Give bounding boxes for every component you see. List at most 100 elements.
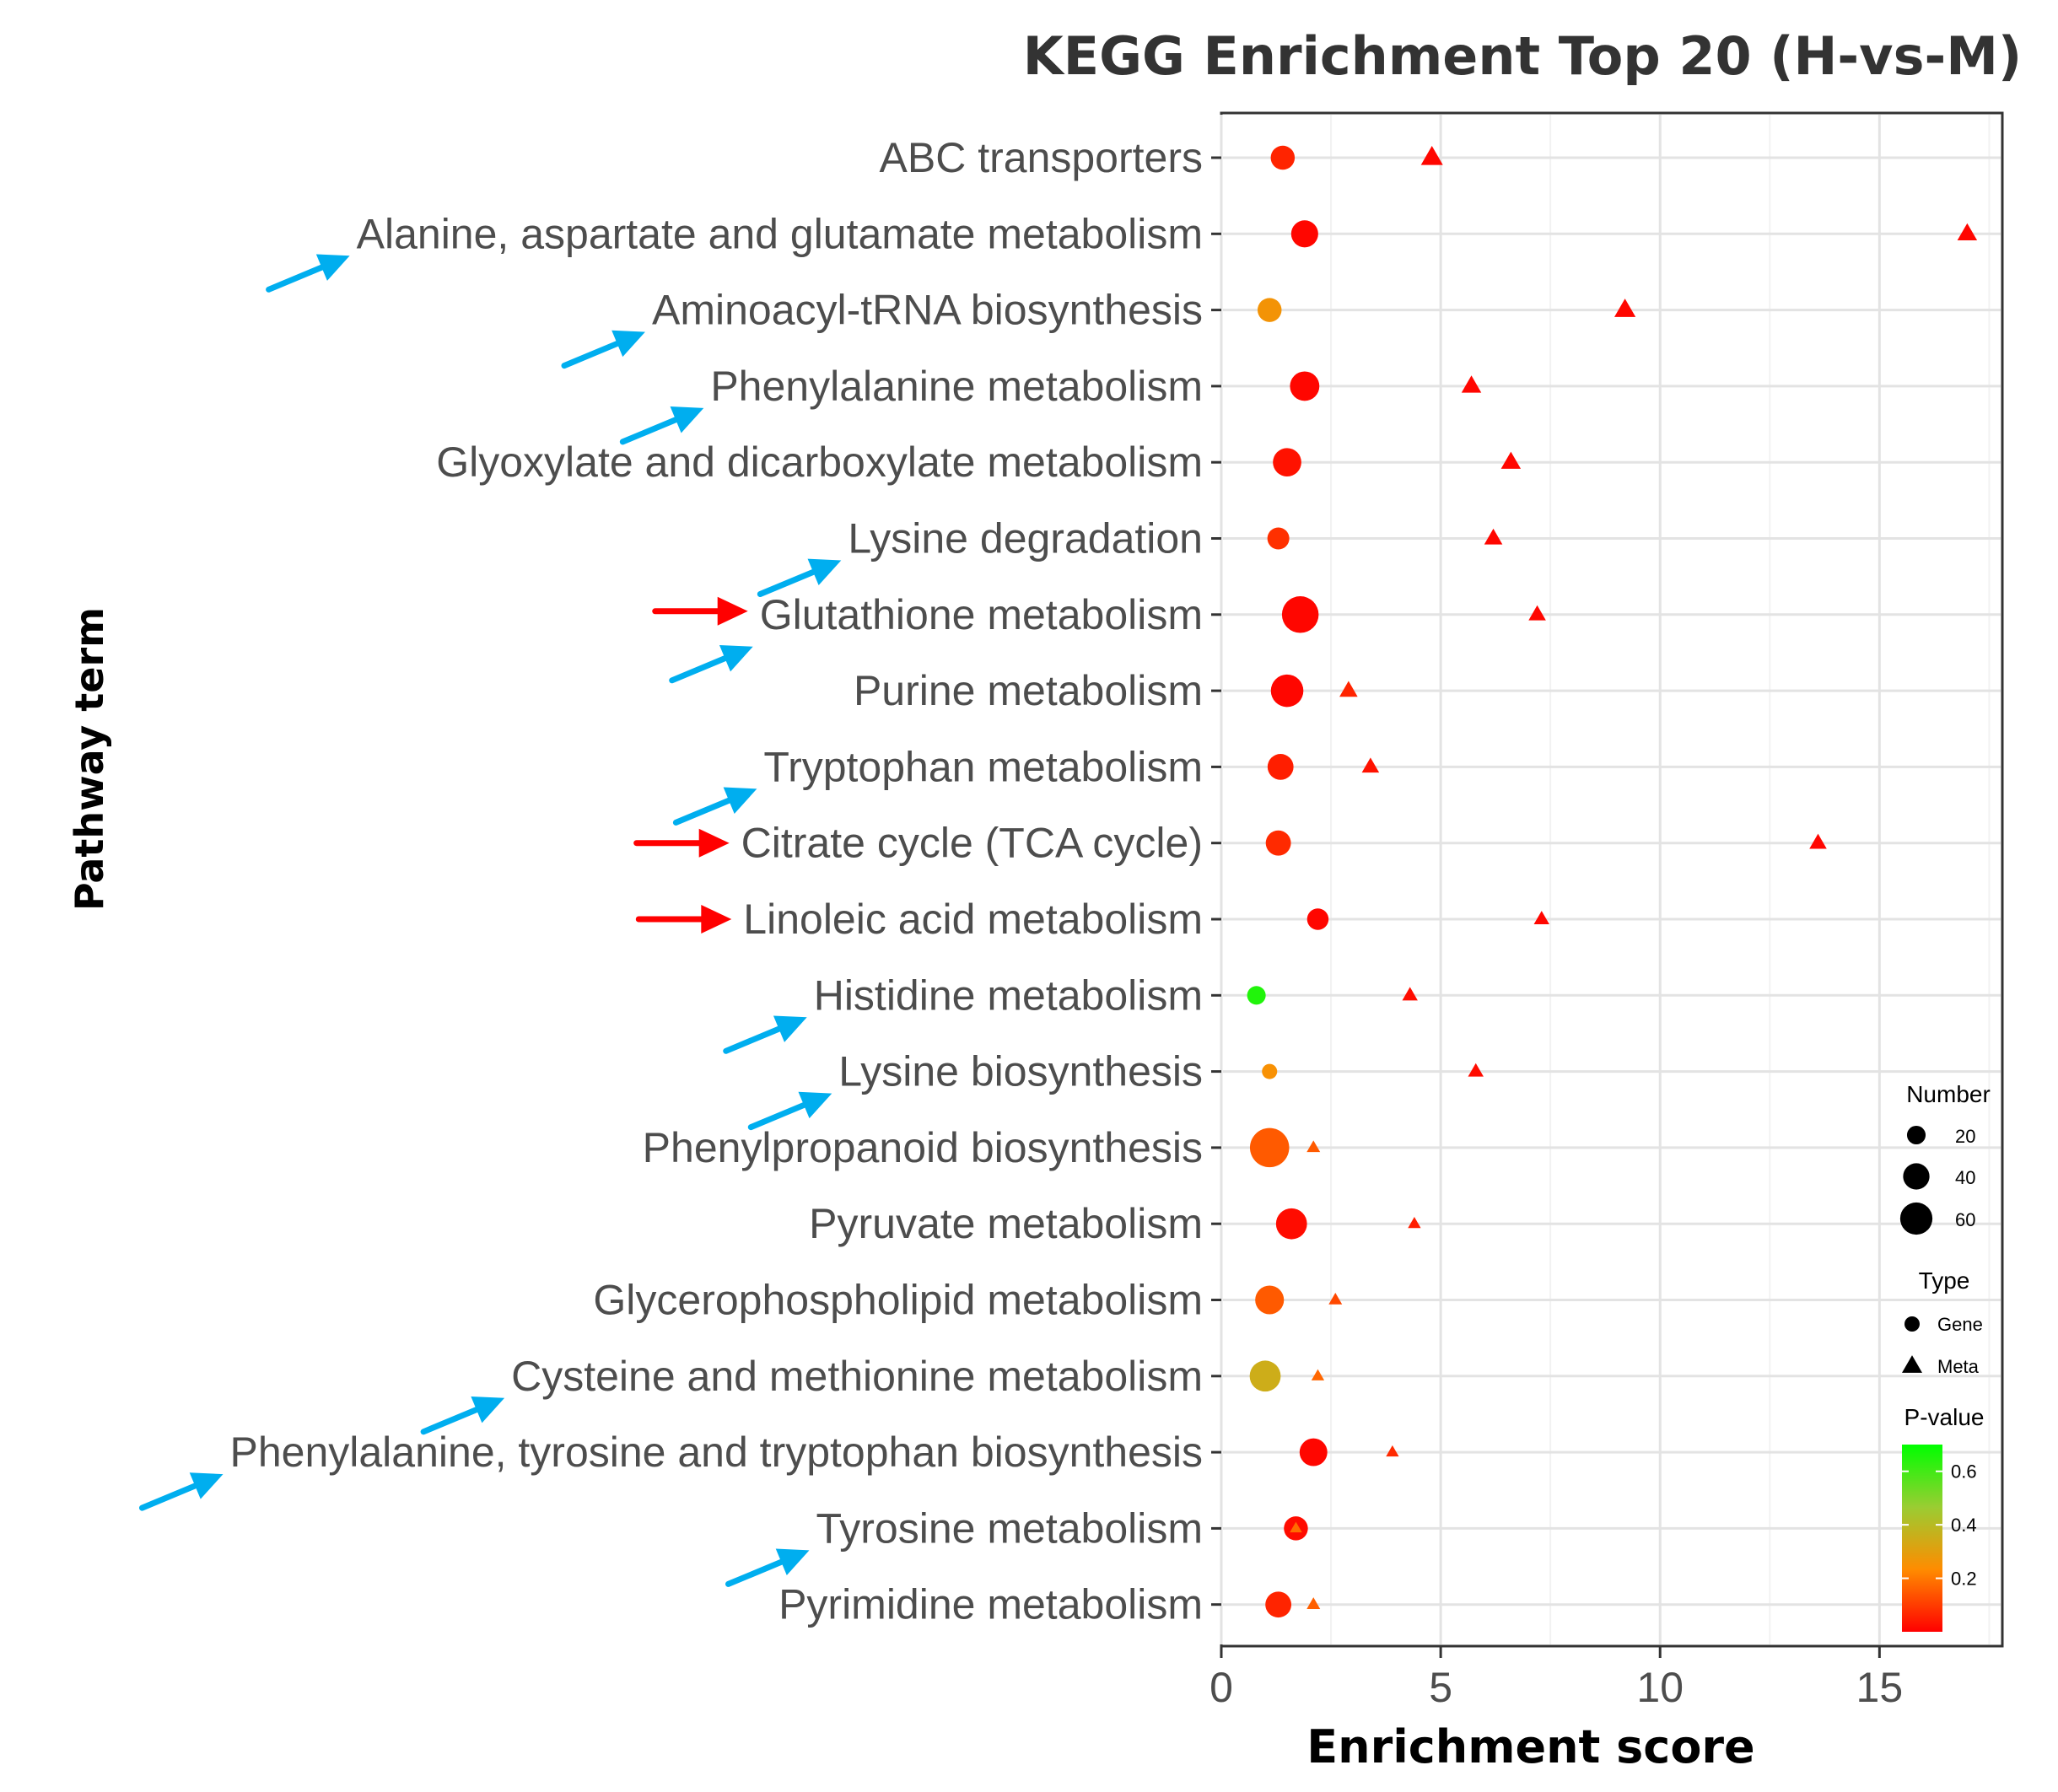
- legend-size-key: [1899, 1202, 1933, 1235]
- blue-arrow-head: [611, 330, 645, 358]
- meta-point: [1306, 1140, 1321, 1153]
- legend-gene-label: Gene: [1937, 1314, 1983, 1335]
- meta-point: [1461, 375, 1482, 393]
- meta-point: [1420, 146, 1443, 165]
- gene-point: [1265, 830, 1291, 856]
- legend: Number 20 40 60 Type Gene Meta P-value 0.6 0.4 0.2: [1899, 1081, 1991, 1632]
- blue-arrow-shaft: [561, 340, 621, 369]
- legend-pvalue-label: 0.6: [1951, 1461, 1977, 1483]
- pathway-label: Phenylalanine, tyrosine and tryptophan b…: [229, 1429, 1203, 1476]
- pathway-label: Phenylpropanoid biosynthesis: [643, 1124, 1203, 1171]
- gene-point: [1249, 1127, 1290, 1168]
- blue-arrow-shaft: [138, 1483, 198, 1511]
- x-axis-title: Enrichment score: [1306, 1720, 1754, 1773]
- blue-arrow: [747, 1091, 832, 1131]
- y-axis: ABC transporters Alanine, aspartate and g…: [229, 134, 1221, 1628]
- pathway-label: Glutathione metabolism: [760, 591, 1203, 638]
- gene-point: [1281, 596, 1319, 633]
- legend-pvalue-label: 0.2: [1951, 1569, 1977, 1590]
- meta-point: [1386, 1445, 1399, 1457]
- pathway-label: Glycerophospholipid metabolism: [593, 1277, 1203, 1324]
- meta-point: [1328, 1292, 1343, 1305]
- legend-size-label: 20: [1955, 1126, 1975, 1147]
- blue-arrow-head: [775, 1548, 810, 1575]
- meta-point: [1468, 1063, 1484, 1077]
- red-arrow: [652, 596, 748, 626]
- gene-point: [1247, 986, 1266, 1005]
- meta-point: [1408, 1217, 1421, 1229]
- pathway-label: Alanine, aspartate and glutamate metabol…: [357, 210, 1203, 257]
- gene-point: [1262, 1063, 1278, 1079]
- gene-point: [1267, 754, 1294, 780]
- plot-panel: [1220, 111, 2004, 1648]
- pathway-label: Citrate cycle (TCA cycle): [741, 820, 1203, 867]
- gene-point: [1290, 220, 1318, 248]
- x-tick-label: 5: [1429, 1664, 1452, 1711]
- legend-gene-key: [1904, 1316, 1920, 1332]
- blue-arrow-shaft: [266, 264, 325, 293]
- pathway-label: Tyrosine metabolism: [816, 1504, 1204, 1552]
- gene-point: [1290, 371, 1320, 401]
- blue-arrow-shaft: [619, 417, 679, 445]
- gene-point: [1249, 1360, 1281, 1392]
- blue-arrow-head: [189, 1472, 224, 1499]
- data-points: [1247, 145, 1978, 1618]
- pathway-label: Lysine degradation: [848, 515, 1203, 562]
- meta-point: [1614, 299, 1636, 317]
- gene-point: [1299, 1438, 1328, 1466]
- legend-meta-key: [1902, 1355, 1922, 1373]
- meta-point: [1306, 1597, 1321, 1609]
- meta-point: [1809, 833, 1827, 849]
- pathway-label: Phenylalanine metabolism: [710, 363, 1203, 410]
- legend-size-key: [1903, 1163, 1930, 1190]
- gene-point: [1306, 908, 1329, 930]
- legend-pvalue-bar: [1902, 1445, 1942, 1632]
- gene-point: [1257, 298, 1282, 322]
- chart-title: KEGG Enrichment Top 20 (H-vs-M): [1023, 25, 2023, 87]
- meta-point: [1402, 987, 1418, 1001]
- legend-size-label: 60: [1955, 1209, 1975, 1230]
- red-arrow: [635, 905, 732, 934]
- x-axis: 0 5 10 15: [1209, 1644, 2002, 1711]
- legend-number-title: Number: [1906, 1081, 1991, 1107]
- pathway-label: Tryptophan metabolism: [763, 743, 1203, 790]
- red-arrow-head: [717, 596, 748, 626]
- blue-arrow-shaft: [757, 568, 816, 597]
- blue-arrow-head: [798, 1091, 832, 1119]
- legend-size-label: 40: [1955, 1167, 1975, 1188]
- legend-pvalue-title: P-value: [1904, 1404, 1985, 1430]
- blue-arrow-shaft: [672, 797, 732, 826]
- meta-point: [1361, 757, 1380, 773]
- meta-point: [1339, 681, 1358, 697]
- blue-arrow-shaft: [725, 1558, 784, 1587]
- meta-point: [1290, 1521, 1302, 1533]
- blue-arrow-shaft: [420, 1407, 480, 1435]
- x-tick-label: 0: [1209, 1664, 1233, 1711]
- meta-point: [1484, 528, 1503, 545]
- pathway-label: Purine metabolism: [854, 667, 1203, 714]
- grid-lines: [1220, 115, 2001, 1644]
- blue-arrow: [138, 1472, 224, 1511]
- meta-point: [1528, 605, 1546, 621]
- blue-arrow-head: [315, 254, 350, 281]
- meta-point: [1500, 451, 1522, 469]
- gene-point: [1265, 1591, 1292, 1618]
- red-arrow-head: [701, 905, 732, 934]
- blue-arrow-shaft: [723, 1025, 782, 1054]
- blue-arrow: [266, 254, 350, 293]
- blue-arrow: [725, 1548, 810, 1587]
- pathway-label: Lysine biosynthesis: [838, 1048, 1203, 1095]
- meta-point: [1533, 911, 1549, 925]
- gene-point: [1270, 145, 1296, 170]
- blue-arrow-head: [471, 1396, 505, 1423]
- legend-pvalue-label: 0.4: [1951, 1515, 1977, 1536]
- legend-size-key: [1906, 1125, 1926, 1145]
- gene-point: [1267, 527, 1290, 550]
- meta-point: [1957, 223, 1978, 241]
- blue-arrow-head: [670, 406, 704, 433]
- blue-arrow: [669, 644, 753, 684]
- annotation-arrows: [138, 254, 842, 1587]
- legend-type-title: Type: [1919, 1267, 1970, 1294]
- pathway-label: Aminoacyl-tRNA biosynthesis: [652, 287, 1203, 334]
